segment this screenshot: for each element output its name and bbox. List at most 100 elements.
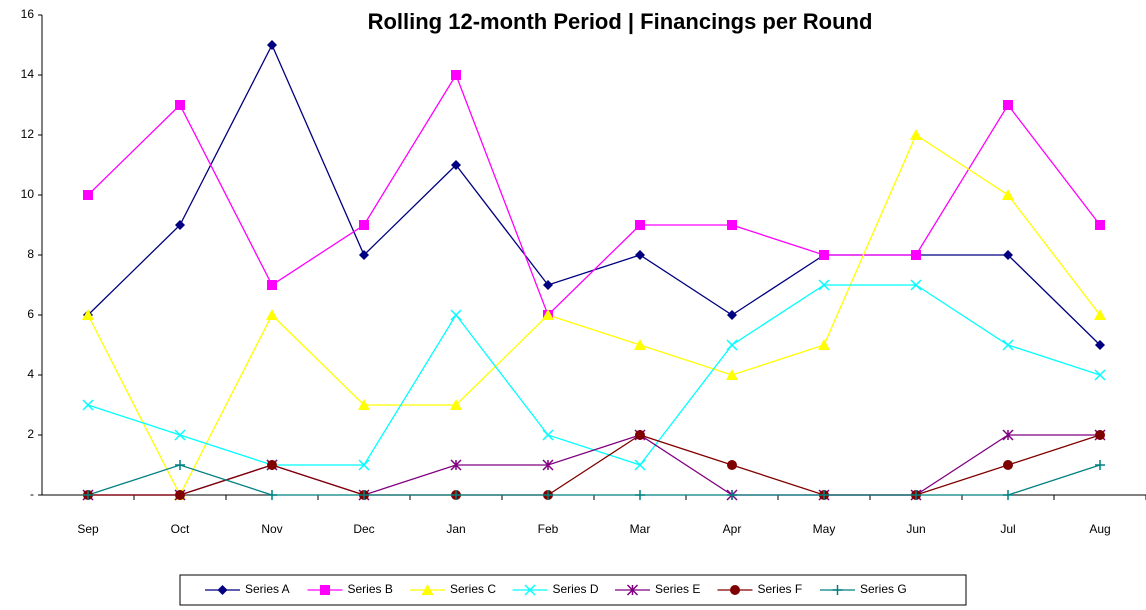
marker (82, 309, 94, 320)
marker (267, 280, 277, 290)
y-tick-label: - (30, 487, 34, 501)
series-line (87, 134, 1101, 497)
marker (635, 250, 645, 260)
marker (910, 279, 922, 291)
marker (1003, 250, 1013, 260)
series-line (87, 284, 1101, 466)
marker (911, 250, 921, 260)
marker (911, 490, 921, 500)
x-tick-label: Dec (353, 522, 374, 536)
marker (727, 460, 737, 470)
marker (175, 100, 185, 110)
legend-box (179, 574, 967, 606)
marker (726, 369, 738, 380)
legend-label: Series D (553, 582, 599, 596)
series-line (87, 73, 1101, 317)
marker (359, 250, 369, 260)
marker (910, 129, 922, 140)
marker (267, 460, 277, 470)
marker (819, 250, 829, 260)
y-tick-label: 16 (21, 7, 35, 21)
marker (635, 220, 645, 230)
marker (542, 459, 554, 471)
y-tick-label: 8 (27, 247, 34, 261)
x-tick-label: Aug (1089, 522, 1110, 536)
marker (635, 490, 645, 500)
marker (450, 399, 462, 410)
legend-label: Series B (348, 582, 393, 596)
marker (818, 339, 830, 350)
x-tick-label: Apr (723, 522, 742, 536)
marker (175, 460, 185, 470)
marker (359, 220, 369, 230)
marker (359, 490, 369, 500)
series-line (87, 464, 1101, 496)
legend-label: Series A (245, 582, 290, 596)
legend-marker (730, 585, 740, 595)
marker (1095, 340, 1105, 350)
y-tick-label: 6 (27, 307, 34, 321)
x-tick-label: Jul (1000, 522, 1015, 536)
y-tick-label: 12 (21, 127, 35, 141)
legend-marker (524, 584, 536, 596)
marker (174, 429, 186, 441)
chart-title: Rolling 12-month Period | Financings per… (368, 9, 873, 34)
marker (267, 40, 277, 50)
legend-label: Series G (860, 582, 907, 596)
series-line (88, 434, 1101, 496)
marker (175, 220, 185, 230)
marker (1002, 429, 1014, 441)
marker (450, 309, 462, 321)
legend-label: Series E (655, 582, 700, 596)
x-tick-label: Sep (77, 522, 99, 536)
marker (727, 490, 737, 500)
marker (543, 490, 553, 500)
marker (1095, 460, 1105, 470)
y-tick-label: 14 (21, 67, 35, 81)
marker (1095, 430, 1105, 440)
legend-marker (421, 584, 434, 595)
y-tick-label: 4 (27, 367, 34, 381)
marker (1095, 220, 1105, 230)
marker (542, 309, 554, 320)
marker (451, 160, 461, 170)
marker (1003, 100, 1013, 110)
x-tick-label: Mar (630, 522, 651, 536)
marker (451, 490, 461, 500)
marker (1003, 460, 1013, 470)
y-tick-label: 2 (27, 427, 34, 441)
legend-marker (217, 585, 228, 595)
x-tick-label: Oct (171, 522, 190, 536)
legend-label: Series C (450, 582, 496, 596)
legend-marker (832, 585, 843, 595)
marker (451, 70, 461, 80)
marker (543, 280, 553, 290)
marker (450, 459, 462, 471)
marker (266, 309, 278, 320)
marker (818, 279, 830, 291)
x-tick-label: Jun (906, 522, 925, 536)
marker (634, 459, 646, 471)
x-tick-label: Feb (538, 522, 559, 536)
marker (635, 430, 645, 440)
marker (83, 190, 93, 200)
marker (1002, 339, 1014, 351)
marker (726, 339, 738, 351)
marker (727, 310, 737, 320)
marker (727, 220, 737, 230)
marker (175, 490, 185, 500)
marker (542, 429, 554, 441)
marker (83, 490, 93, 500)
legend-marker (626, 584, 639, 596)
marker (1002, 189, 1014, 200)
marker (634, 339, 646, 350)
marker (267, 490, 277, 500)
legend-label: Series F (758, 582, 803, 596)
marker (1003, 490, 1013, 500)
marker (1094, 309, 1106, 320)
x-tick-label: Nov (261, 522, 282, 536)
marker (358, 459, 370, 471)
y-tick-label: 10 (21, 187, 35, 201)
marker (358, 399, 370, 410)
